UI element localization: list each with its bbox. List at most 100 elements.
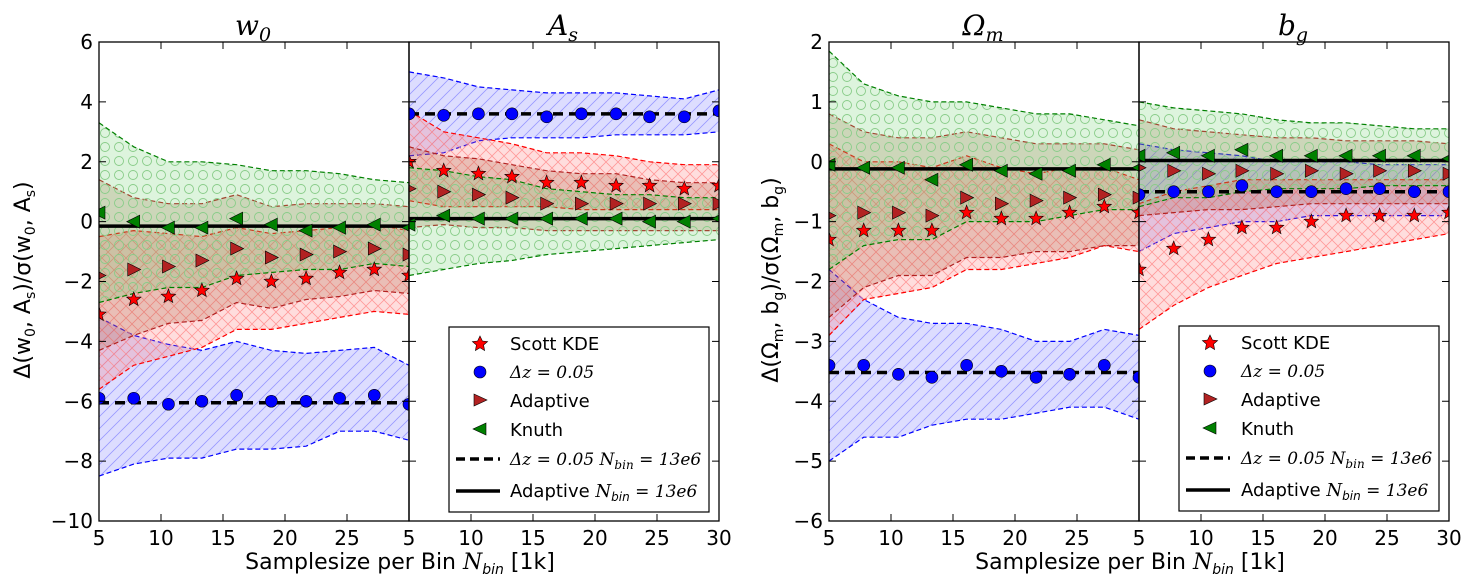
panel-As: 5 10 15 20 25 30: [403, 41, 732, 550]
marker-scottkde: [958, 204, 975, 220]
x-tick-label: 20: [1312, 526, 1337, 550]
legend-dz-line: Δz = 0.05 Nbin = 13e6: [509, 450, 701, 472]
marker-knuth: [470, 211, 485, 226]
band-lower-edge: [409, 131, 719, 157]
marker-scottkde: [263, 273, 280, 289]
marker-adaptive: [472, 187, 487, 202]
marker-adaptive: [162, 259, 177, 274]
legend-dz-marker: [473, 365, 487, 379]
marker-knuth: [194, 220, 209, 235]
x-tick-label: 30: [1436, 526, 1461, 550]
marker-z005: [575, 107, 588, 121]
x-tick-label: 10: [1188, 526, 1213, 550]
marker-scottkde: [99, 306, 107, 322]
marker-scottkde: [641, 177, 658, 193]
x-tick-label: 10: [878, 526, 903, 550]
band-pattern: [99, 122, 409, 303]
marker-scottkde: [435, 162, 452, 178]
band-lower-edge: [829, 209, 1139, 270]
title-As: As: [545, 9, 578, 46]
marker-adaptive: [1305, 163, 1320, 178]
marker-z005: [1339, 182, 1353, 195]
marker-adaptive: [609, 196, 624, 211]
marker-adaptive: [195, 253, 210, 268]
marker-knuth: [160, 220, 175, 235]
marker-z005: [677, 110, 691, 124]
y-tick-label: 4: [80, 90, 93, 114]
marker-knuth: [99, 205, 106, 220]
y-tick-label: −2: [64, 270, 93, 294]
panel-w0: 5 10 15 20 25 −10 −8 −6 −4 −2 0 2 4 6: [51, 30, 410, 550]
marker-z005: [265, 394, 278, 408]
legend-knuth: Knuth: [510, 420, 563, 441]
marker-adaptive: [1132, 190, 1139, 205]
marker-scottkde: [676, 180, 693, 196]
marker-knuth: [1371, 148, 1386, 163]
marker-adaptive: [299, 247, 314, 262]
y-tick-label: −4: [64, 329, 93, 353]
marker-scottkde: [1096, 198, 1113, 214]
legend-dz: Δz = 0.05: [1240, 362, 1325, 382]
marker-adaptive: [127, 262, 142, 277]
marker-z005: [230, 388, 243, 402]
marker-z005: [1167, 185, 1181, 198]
marker-adaptive: [265, 250, 280, 265]
xlabel-left: Samplesize per Bin Nbin [1k]: [245, 550, 555, 578]
marker-scottkde: [409, 153, 417, 169]
band-lower-edge: [99, 430, 409, 477]
band-pattern: [409, 71, 719, 156]
marker-scottkde: [829, 231, 837, 247]
legend-adaptive-marker: [1203, 392, 1218, 406]
marker-adaptive: [1373, 163, 1388, 178]
marker-z005: [1097, 359, 1111, 372]
marker-scottkde: [711, 177, 719, 193]
marker-scottkde: [924, 222, 940, 238]
legend-adaptive: Adaptive: [1241, 390, 1321, 411]
marker-knuth: [538, 211, 553, 226]
marker-adaptive: [995, 196, 1010, 211]
band-lower-edge: [829, 244, 1139, 336]
legend-left: Scott KDE Δz = 0.05 Adaptive Knuth Δz = …: [448, 326, 710, 513]
marker-z005: [472, 107, 485, 121]
band-upper-edge: [409, 167, 719, 199]
marker-knuth: [1028, 166, 1043, 181]
marker-knuth: [890, 160, 905, 175]
legend-adaptive-line: Adaptive Nbin = 13e6: [1241, 480, 1428, 503]
marker-knuth: [1061, 163, 1076, 178]
band-pattern: [829, 51, 1139, 270]
x-tick-label: 25: [644, 526, 669, 550]
marker-z005: [333, 391, 346, 405]
band-lower-edge: [99, 310, 409, 390]
marker-adaptive: [230, 241, 245, 256]
marker-knuth: [958, 157, 973, 172]
band-lower-edge: [1139, 185, 1449, 208]
marker-z005: [1235, 179, 1249, 192]
marker-scottkde: [401, 267, 409, 283]
marker-z005: [925, 370, 939, 384]
marker-scottkde: [1234, 219, 1250, 235]
marker-knuth: [1139, 148, 1146, 163]
marker-z005: [1202, 185, 1215, 198]
marker-scottkde: [1303, 213, 1320, 229]
marker-z005: [437, 109, 451, 122]
x-tick-label: 25: [1064, 526, 1089, 550]
legend-scott-marker: [471, 335, 489, 352]
y-tick-label: −10: [51, 509, 93, 533]
marker-scottkde: [1268, 219, 1285, 235]
y-tick-label: −1: [794, 210, 823, 234]
marker-scottkde: [1200, 231, 1217, 247]
marker-z005: [609, 107, 623, 121]
marker-z005: [1305, 185, 1318, 198]
marker-knuth: [573, 211, 588, 226]
title-bg: bg: [1278, 9, 1308, 46]
marker-z005: [1270, 185, 1283, 198]
marker-adaptive: [1029, 193, 1044, 208]
marker-adaptive: [643, 196, 658, 211]
legend-dz: Δz = 0.05: [509, 363, 594, 383]
marker-z005: [1132, 371, 1139, 384]
marker-z005: [1373, 182, 1386, 195]
y-tick-label: 2: [80, 150, 93, 174]
marker-knuth: [504, 211, 519, 226]
marker-z005: [409, 107, 416, 121]
y-tick-label: 0: [810, 150, 823, 174]
